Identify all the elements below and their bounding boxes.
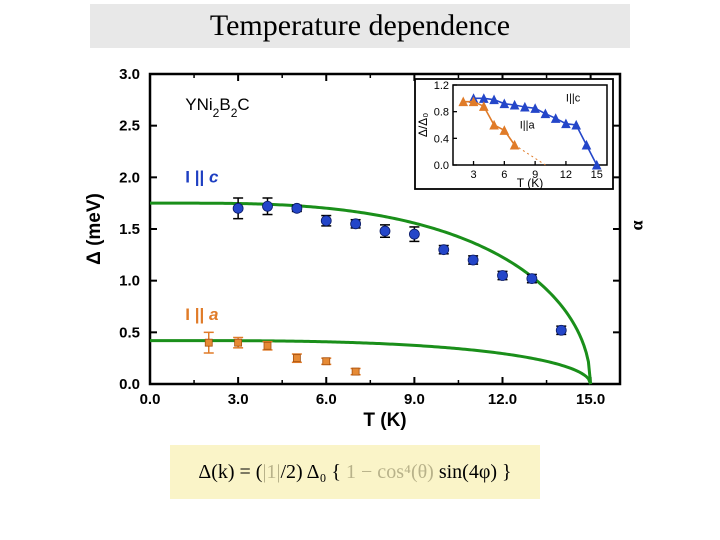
svg-text:I || a: I || a (185, 305, 218, 324)
svg-text:T (K): T (K) (363, 410, 406, 431)
svg-text:0.0: 0.0 (434, 160, 449, 172)
svg-text:1.2: 1.2 (434, 80, 449, 92)
svg-text:0.5: 0.5 (119, 324, 140, 341)
chart-svg: 0.0 3.0 6.0 9.0 12.0 15.0 0.0 0.5 1.0 1.5 2.0 2.5 3.… (80, 62, 640, 432)
svg-text:3: 3 (470, 169, 476, 181)
page-title: Temperature dependence (90, 4, 630, 48)
formula-box: Δ(k) = (|1|/2) Δ₀ { 1 − cos⁴(θ) sin(4φ) … (170, 445, 540, 499)
svg-text:6.0: 6.0 (316, 391, 337, 408)
formula-text: Δ(k) = (|1|/2) Δ₀ { 1 − cos⁴(θ) sin(4φ) … (198, 461, 511, 484)
svg-text:0.4: 0.4 (434, 133, 449, 145)
svg-text:I||c: I||c (566, 93, 581, 105)
secondary-y-label: α (626, 220, 647, 230)
svg-text:0.0: 0.0 (140, 391, 161, 408)
svg-text:2.0: 2.0 (119, 169, 140, 186)
svg-text:6: 6 (501, 169, 507, 181)
svg-text:I || c: I || c (185, 168, 219, 187)
svg-text:2.5: 2.5 (119, 118, 140, 135)
svg-text:T (K): T (K) (517, 176, 543, 190)
svg-text:3.0: 3.0 (228, 391, 249, 408)
svg-text:Δ (meV): Δ (meV) (84, 193, 105, 265)
svg-text:Δ/Δ₀: Δ/Δ₀ (416, 113, 430, 137)
svg-text:15.0: 15.0 (576, 391, 605, 408)
title-text: Temperature dependence (210, 9, 510, 43)
svg-text:12.0: 12.0 (488, 391, 517, 408)
svg-text:9.0: 9.0 (404, 391, 425, 408)
svg-text:I||a: I||a (520, 119, 536, 131)
main-chart: 0.0 3.0 6.0 9.0 12.0 15.0 0.0 0.5 1.0 1.5 2.0 2.5 3.… (80, 62, 640, 432)
svg-text:12: 12 (560, 169, 572, 181)
svg-text:15: 15 (591, 169, 603, 181)
svg-text:1.5: 1.5 (119, 221, 140, 238)
svg-text:0.8: 0.8 (434, 107, 449, 119)
svg-text:1.0: 1.0 (119, 273, 140, 290)
svg-text:0.0: 0.0 (119, 376, 140, 393)
svg-text:3.0: 3.0 (119, 66, 140, 83)
